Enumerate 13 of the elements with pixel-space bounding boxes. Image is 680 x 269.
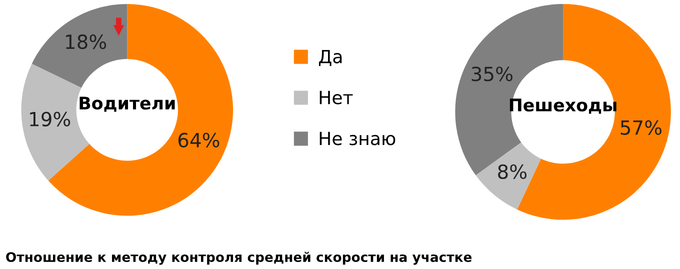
legend-label: Нет [320,90,353,104]
text: Отношение к методу контроля средней скорости на участке [6,252,472,265]
data-label: 8% [498,164,527,180]
donut-slice [32,4,128,88]
data-label: 19% [30,112,70,126]
text: Водители [80,96,175,112]
data-label: 18% [66,34,106,50]
data-label: 35% [472,66,512,82]
donut-slice [476,142,541,210]
data-label: 57% [620,120,662,135]
legend-label: Да [318,50,342,66]
data-label: 64% [178,132,220,148]
legend-label: Не знаю [320,132,396,146]
